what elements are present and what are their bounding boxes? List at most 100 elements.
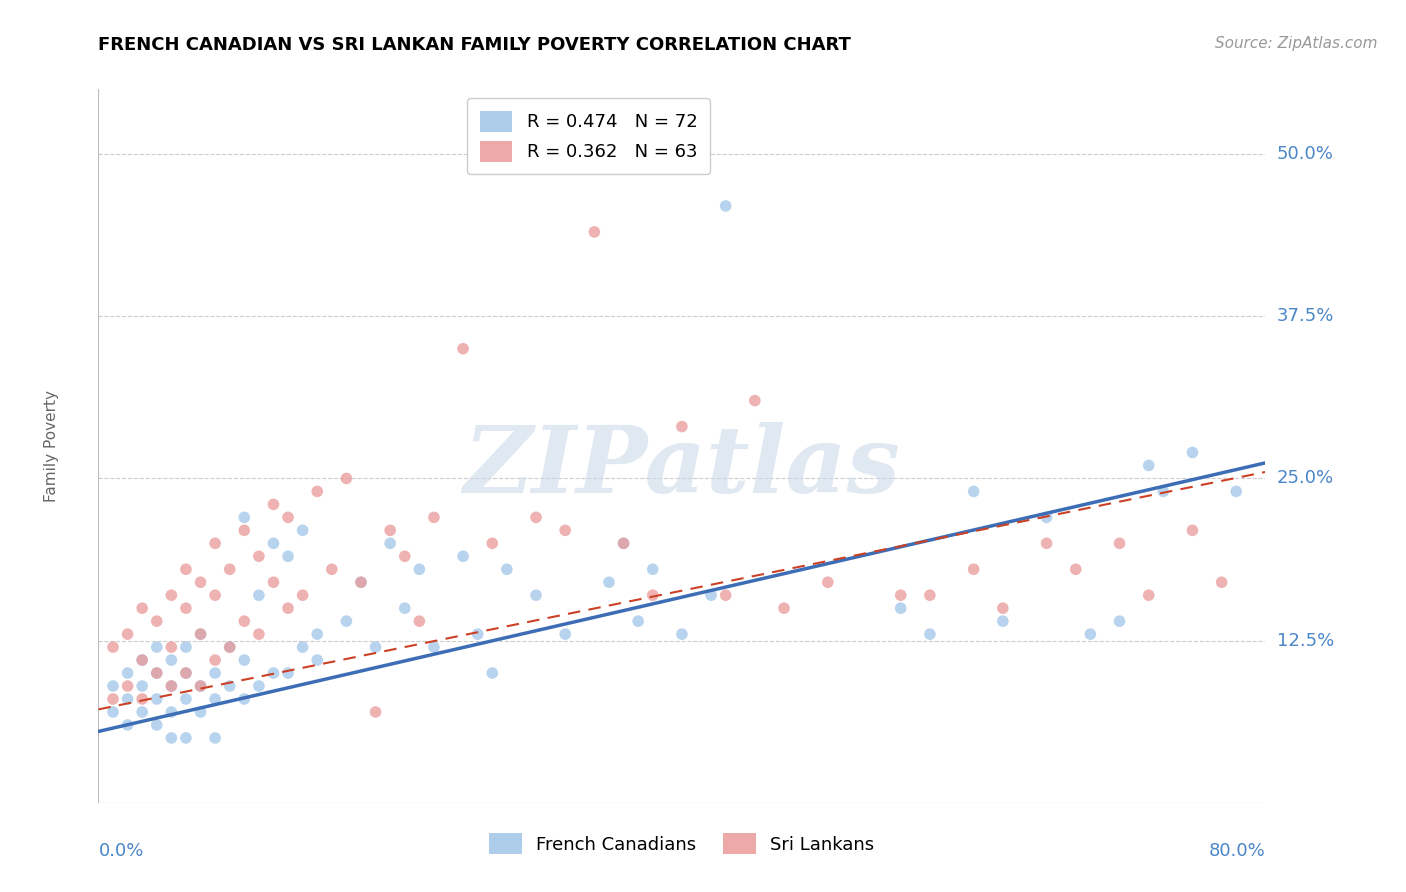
Point [174,640,197,654]
Point [554,627,576,641]
Point [117,718,139,732]
Point [394,601,416,615]
Point [233,524,256,538]
Point [1108,614,1130,628]
Point [408,562,430,576]
Point [291,640,314,654]
Point [335,614,357,628]
Point [204,588,226,602]
Point [627,614,650,628]
Point [291,588,314,602]
Point [190,627,212,641]
Legend: French Canadians, Sri Lankans: French Canadians, Sri Lankans [478,822,886,865]
Point [962,484,984,499]
Point [277,601,299,615]
Point [1181,524,1204,538]
Point [335,471,357,485]
Point [1035,510,1057,524]
Point [641,562,664,576]
Point [554,524,576,538]
Text: 25.0%: 25.0% [1277,469,1334,487]
Point [307,627,329,641]
Point [190,679,212,693]
Point [117,666,139,681]
Point [117,692,139,706]
Point [378,536,402,550]
Text: Family Poverty: Family Poverty [44,390,59,502]
Point [233,510,256,524]
Point [131,653,153,667]
Point [174,731,197,745]
Point [174,666,197,681]
Point [277,510,299,524]
Point [174,601,197,615]
Point [247,679,270,693]
Point [160,731,183,745]
Point [451,342,474,356]
Point [160,653,183,667]
Text: FRENCH CANADIAN VS SRI LANKAN FAMILY POVERTY CORRELATION CHART: FRENCH CANADIAN VS SRI LANKAN FAMILY POV… [98,36,851,54]
Point [277,666,299,681]
Point [204,666,226,681]
Point [247,549,270,564]
Point [612,536,634,550]
Point [160,588,183,602]
Point [817,575,839,590]
Point [146,614,169,628]
Text: ZIPatlas: ZIPatlas [464,423,900,512]
Point [307,653,329,667]
Point [612,536,634,550]
Point [1080,627,1102,641]
Point [146,640,169,654]
Point [131,679,153,693]
Point [190,679,212,693]
Point [918,588,941,602]
Point [598,575,620,590]
Point [700,588,723,602]
Point [204,536,226,550]
Point [160,705,183,719]
Point [350,575,373,590]
Point [962,562,984,576]
Point [131,653,153,667]
Point [101,679,124,693]
Point [190,705,212,719]
Point [408,614,430,628]
Text: 37.5%: 37.5% [1277,307,1334,326]
Point [233,614,256,628]
Point [394,549,416,564]
Point [714,199,737,213]
Point [321,562,343,576]
Point [1152,484,1174,499]
Point [101,692,124,706]
Point [1137,458,1160,473]
Text: 12.5%: 12.5% [1277,632,1334,649]
Point [190,627,212,641]
Point [174,562,197,576]
Point [378,524,402,538]
Point [890,601,912,615]
Point [247,627,270,641]
Point [1211,575,1233,590]
Point [307,484,329,499]
Point [744,393,766,408]
Point [991,601,1014,615]
Point [146,666,169,681]
Point [364,705,387,719]
Point [671,419,693,434]
Point [131,601,153,615]
Point [233,692,256,706]
Point [1225,484,1247,499]
Point [423,510,446,524]
Point [291,524,314,538]
Point [146,718,169,732]
Point [233,653,256,667]
Point [190,575,212,590]
Point [218,640,240,654]
Point [131,705,153,719]
Point [160,640,183,654]
Point [204,692,226,706]
Point [131,692,153,706]
Point [423,640,446,654]
Point [218,562,240,576]
